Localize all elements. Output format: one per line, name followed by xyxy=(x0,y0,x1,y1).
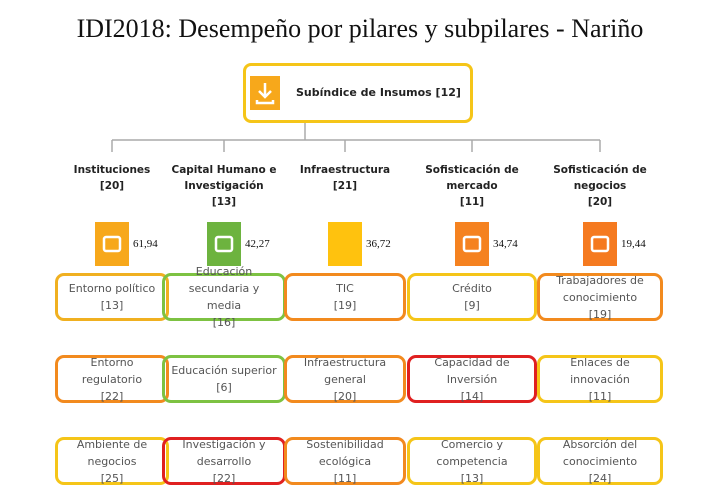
subpillar-rank: [25] xyxy=(100,471,124,485)
pillar-icon xyxy=(583,222,617,266)
subpillar-name: Investigación y desarrollo xyxy=(182,437,266,468)
subpillar-box: Sostenibilidad ecológica [11] xyxy=(284,437,406,485)
pillar-header: Sofisticación de negocios [20] xyxy=(535,162,665,210)
icon-glyph xyxy=(590,235,610,253)
subpillar-box: Entorno político [13] xyxy=(55,273,169,321)
pillar-icon xyxy=(95,222,129,266)
subpillar-rank: [6] xyxy=(216,381,232,394)
subpillar-box: Entorno regulatorio [22] xyxy=(55,355,169,403)
root-node: Subíndice de Insumos [12] xyxy=(243,63,473,123)
pillar-header: Instituciones [20] xyxy=(47,162,177,194)
subpillar-name: TIC xyxy=(336,282,354,295)
subpillar-name: Entorno regulatorio xyxy=(81,355,143,386)
subpillar-name: Educación superior xyxy=(171,364,277,377)
subpillar-name: Absorción del conocimiento xyxy=(562,437,638,468)
subpillar-rank: [24] xyxy=(588,471,612,485)
icon-glyph xyxy=(102,235,122,253)
icon-glyph xyxy=(214,235,234,253)
pillar-rank: [20] xyxy=(99,180,125,192)
subpillar-name: Enlaces de innovación xyxy=(570,355,630,386)
pillar-score: 42,27 xyxy=(245,238,270,250)
subpillar-name: Trabajadores de conocimiento xyxy=(556,273,644,304)
subpillar-box: Crédito [9] xyxy=(407,273,537,321)
pillar-score: 19,44 xyxy=(621,238,646,250)
icon-glyph xyxy=(462,235,482,253)
subpillar-name: Sostenibilidad ecológica xyxy=(306,437,384,468)
pillar-score: 61,94 xyxy=(133,238,158,250)
subpillar-rank: [19] xyxy=(333,299,357,312)
pillar-rank: [13] xyxy=(211,196,237,208)
subpillar-rank: [14] xyxy=(460,389,484,403)
pillar-score: 36,72 xyxy=(366,238,391,250)
subpillar-box: Capacidad de Inversión [14] xyxy=(407,355,537,403)
root-icon xyxy=(250,76,280,110)
subpillar-name: Comercio y competencia xyxy=(436,437,508,468)
subpillar-box: Investigación y desarrollo [22] xyxy=(162,437,286,485)
subpillar-rank: [13] xyxy=(460,471,484,485)
pillar-icon xyxy=(455,222,489,266)
subpillar-rank: [22] xyxy=(100,389,124,403)
pillar-name: Capital Humano e Investigación xyxy=(171,164,277,192)
subpillar-box: Educación secundaria y media [16] xyxy=(162,265,286,329)
subpillar-rank: [19] xyxy=(588,307,612,321)
pillar-rank: [20] xyxy=(587,196,613,208)
subpillar-box: Ambiente de negocios [25] xyxy=(55,437,169,485)
pillar-header: Infraestructura [21] xyxy=(280,162,410,194)
subpillar-name: Capacidad de Inversión xyxy=(434,355,510,386)
pillar-score: 34,74 xyxy=(493,238,518,250)
subpillar-rank: [11] xyxy=(333,471,357,485)
pillar-rank: [11] xyxy=(459,196,485,208)
root-label: Subíndice de Insumos [12] xyxy=(296,86,461,99)
subpillar-rank: [22] xyxy=(212,471,236,485)
subpillar-name: Crédito xyxy=(452,282,492,295)
subpillar-box: Infraestructura general [20] xyxy=(284,355,406,403)
subpillar-box: Educación superior [6] xyxy=(162,355,286,403)
subpillar-rank: [20] xyxy=(333,389,357,403)
subpillar-box: TIC [19] xyxy=(284,273,406,321)
subpillar-box: Enlaces de innovación [11] xyxy=(537,355,663,403)
pillar-icon xyxy=(207,222,241,266)
subpillar-rank: [11] xyxy=(588,389,612,403)
pillar-name: Infraestructura xyxy=(299,164,391,176)
icon-glyph xyxy=(255,83,275,105)
subpillar-box: Absorción del conocimiento [24] xyxy=(537,437,663,485)
title: IDI2018: Desempeño por pilares y subpila… xyxy=(76,14,644,43)
pillar-header: Capital Humano e Investigación [13] xyxy=(159,162,289,210)
subpillar-box: Comercio y competencia [13] xyxy=(407,437,537,485)
subpillar-rank: [13] xyxy=(100,299,124,312)
subpillar-name: Ambiente de negocios xyxy=(76,437,148,468)
subpillar-name: Infraestructura general xyxy=(303,355,387,386)
subpillar-box: Trabajadores de conocimiento [19] xyxy=(537,273,663,321)
pillar-name: Instituciones xyxy=(73,164,151,176)
subpillar-rank: [9] xyxy=(464,299,480,312)
pillar-rank: [21] xyxy=(332,180,358,192)
pillar-icon xyxy=(328,222,362,266)
subpillar-name: Educación secundaria y media xyxy=(188,265,260,312)
pillar-header: Sofisticación de mercado [11] xyxy=(407,162,537,210)
subpillar-name: Entorno político xyxy=(68,282,156,295)
pillar-name: Sofisticación de mercado xyxy=(425,164,519,192)
icon-glyph xyxy=(328,222,362,266)
subpillar-rank: [16] xyxy=(212,316,236,329)
pillar-name: Sofisticación de negocios xyxy=(553,164,647,192)
